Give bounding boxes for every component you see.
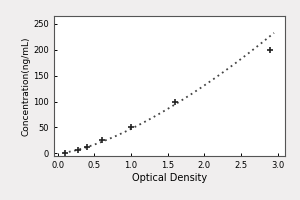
Y-axis label: Concentration(ng/mL): Concentration(ng/mL) [22, 36, 31, 136]
X-axis label: Optical Density: Optical Density [132, 173, 207, 183]
